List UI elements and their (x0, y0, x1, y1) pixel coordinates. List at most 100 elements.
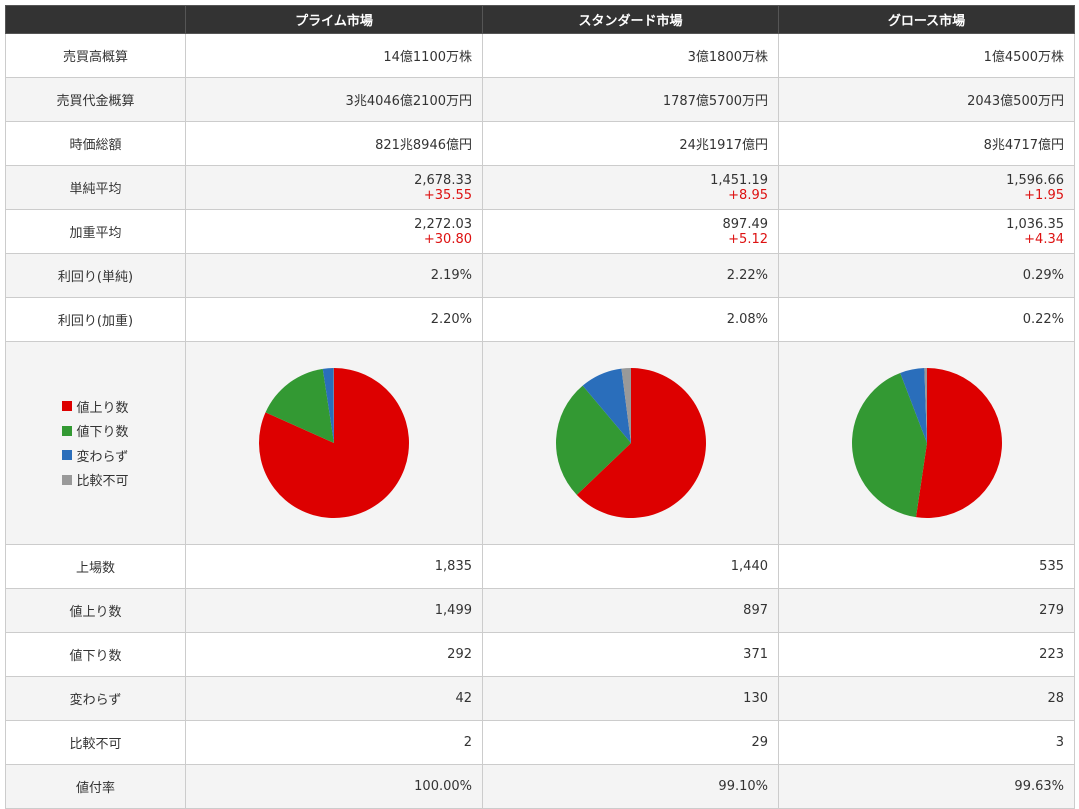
cell-standard: 130 (482, 676, 779, 721)
pie-slice-not-comparable (620, 368, 631, 443)
cell-growth: 8兆4717億円 (778, 121, 1075, 166)
pie-cell-standard (482, 341, 779, 545)
legend-swatch (62, 450, 73, 461)
cell-growth: 28 (778, 676, 1075, 721)
cell-prime: 2,678.33 +35.55 (185, 165, 483, 210)
cell-standard: 371 (482, 632, 779, 677)
cell-prime: 100.00% (185, 764, 483, 809)
cell-standard: 29 (482, 720, 779, 765)
cell-growth: 535 (778, 544, 1075, 589)
cell-standard: 897.49 +5.12 (482, 209, 779, 254)
row-not-comparable: 比較不可 2 29 3 (5, 720, 1075, 765)
pie-chart-prime (259, 368, 409, 518)
row-label: 利回り(単純) (5, 253, 186, 298)
cell-growth: 2043億500万円 (778, 77, 1075, 122)
cell-standard: 3億1800万株 (482, 33, 779, 78)
pie-slice-unchanged (899, 368, 927, 443)
pie-chart-standard (555, 368, 706, 518)
row-label: 売買高概算 (5, 33, 186, 78)
row-label: 値上り数 (5, 588, 186, 633)
average-value: 1,596.66 (1006, 172, 1064, 188)
average-change: +4.34 (1024, 231, 1064, 247)
header-prime-market: プライム市場 (185, 5, 483, 34)
cell-prime: 14億1100万株 (185, 33, 483, 78)
cell-growth: 279 (778, 588, 1075, 633)
legend-label: 値下り数 (76, 425, 129, 441)
cell-standard: 1,440 (482, 544, 779, 589)
legend-item-unchanged: 変わらず (62, 443, 128, 468)
pie-slice-unchanged (322, 368, 334, 443)
legend-swatch (62, 401, 73, 412)
cell-standard: 1787億5700万円 (482, 77, 779, 122)
legend-item-not-comparable: 比較不可 (62, 468, 129, 493)
average-value: 1,451.19 (710, 172, 768, 188)
pie-slice-advances (915, 368, 1002, 518)
legend-swatch (62, 425, 73, 436)
cell-prime: 1,499 (185, 588, 483, 633)
row-label: 変わらず (5, 676, 186, 721)
pie-slice-not-comparable (923, 368, 927, 443)
pie-cell-growth (778, 341, 1075, 545)
cell-growth: 3 (778, 720, 1075, 765)
row-market-cap: 時価総額 821兆8946億円 24兆1917億円 8兆4717億円 (5, 121, 1075, 166)
row-advances: 値上り数 1,499 897 279 (5, 588, 1075, 633)
header-corner (5, 5, 186, 34)
cell-growth: 1,036.35 +4.34 (778, 209, 1075, 254)
average-change: +1.95 (1024, 187, 1064, 203)
row-pie-charts: 値上り数 値下り数 変わらず 比較不可 (5, 341, 1075, 545)
cell-prime: 2.20% (185, 297, 483, 342)
cell-standard: 2.22% (482, 253, 779, 298)
cell-standard: 897 (482, 588, 779, 633)
row-weighted-average: 加重平均 2,272.03 +30.80 897.49 +5.12 1,036.… (5, 209, 1075, 254)
row-unchanged: 変わらず 42 130 28 (5, 676, 1075, 721)
legend-label: 変わらず (76, 449, 129, 465)
row-label: 上場数 (5, 544, 186, 589)
row-label: 値付率 (5, 764, 186, 809)
cell-standard: 99.10% (482, 764, 779, 809)
row-yield-weighted: 利回り(加重) 2.20% 2.08% 0.22% (5, 297, 1075, 342)
pie-legend-cell: 値上り数 値下り数 変わらず 比較不可 (5, 341, 186, 545)
row-label: 利回り(加重) (5, 297, 186, 342)
legend-label: 比較不可 (76, 474, 129, 490)
cell-standard: 24兆1917億円 (482, 121, 779, 166)
legend-swatch (62, 474, 73, 485)
market-summary-table: プライム市場 スタンダード市場 グロース市場 売買高概算 14億1100万株 3… (5, 5, 1075, 809)
average-value: 1,036.35 (1006, 216, 1064, 232)
cell-standard: 2.08% (482, 297, 779, 342)
cell-prime: 2,272.03 +30.80 (185, 209, 483, 254)
average-value: 2,272.03 (414, 216, 472, 232)
row-yield-simple: 利回り(単純) 2.19% 2.22% 0.29% (5, 253, 1075, 298)
average-change: +8.95 (728, 187, 768, 203)
legend-item-advances: 値上り数 (62, 394, 129, 419)
average-change: +35.55 (423, 187, 472, 203)
legend-item-declines: 値下り数 (62, 419, 129, 444)
cell-growth: 1億4500万株 (778, 33, 1075, 78)
average-value: 897.49 (722, 216, 769, 232)
cell-prime: 292 (185, 632, 483, 677)
pie-slice-declines (265, 368, 334, 443)
pie-slice-unchanged (582, 368, 631, 443)
row-label: 売買代金概算 (5, 77, 186, 122)
cell-growth: 0.22% (778, 297, 1075, 342)
row-label: 値下り数 (5, 632, 186, 677)
header-growth-market: グロース市場 (778, 5, 1075, 34)
pie-slice-advances (576, 368, 706, 518)
cell-prime: 2.19% (185, 253, 483, 298)
row-trading-volume: 売買高概算 14億1100万株 3億1800万株 1億4500万株 (5, 33, 1075, 78)
average-value: 2,678.33 (414, 172, 472, 188)
pie-legend: 値上り数 値下り数 変わらず 比較不可 (62, 394, 129, 493)
average-change: +30.80 (423, 231, 472, 247)
cell-growth: 223 (778, 632, 1075, 677)
row-simple-average: 単純平均 2,678.33 +35.55 1,451.19 +8.95 1,59… (5, 165, 1075, 210)
cell-growth: 1,596.66 +1.95 (778, 165, 1075, 210)
header-row: プライム市場 スタンダード市場 グロース市場 (5, 5, 1075, 34)
pie-chart-growth (851, 368, 1002, 518)
average-change: +5.12 (728, 231, 768, 247)
legend-label: 値上り数 (76, 400, 129, 416)
cell-growth: 99.63% (778, 764, 1075, 809)
cell-growth: 0.29% (778, 253, 1075, 298)
row-label: 比較不可 (5, 720, 186, 765)
cell-prime: 2 (185, 720, 483, 765)
row-label: 加重平均 (5, 209, 186, 254)
cell-standard: 1,451.19 +8.95 (482, 165, 779, 210)
